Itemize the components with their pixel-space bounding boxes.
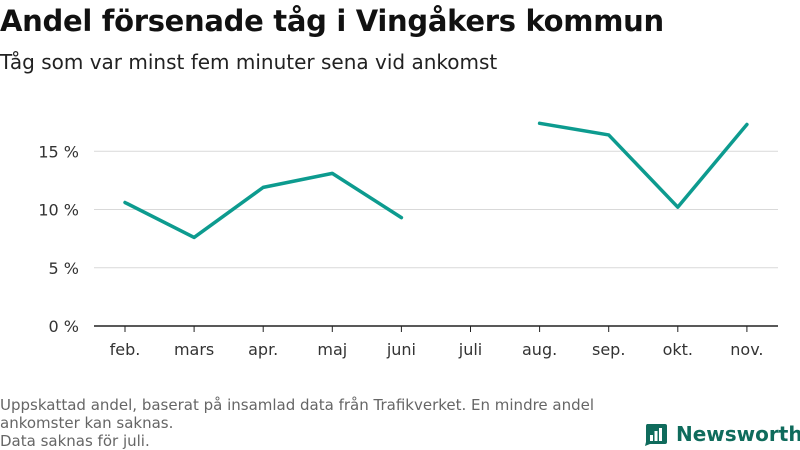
x-axis-ticks: feb. mars apr. maj juni juli aug. sep. okt. nov. xyxy=(110,326,764,359)
x-tick-label: feb. xyxy=(110,340,141,359)
line-chart: 0 % 5 % 10 % 15 % feb. mars apr. maj juni juli au… xyxy=(38,121,778,359)
x-tick-label: juni xyxy=(386,340,416,359)
series-line xyxy=(123,171,404,240)
y-tick-label: 0 % xyxy=(49,317,79,336)
brand: Newsworthy xyxy=(644,420,800,448)
footnote-missing-data: Data saknas för juli. xyxy=(0,432,150,450)
brand-name: Newsworthy xyxy=(676,422,800,446)
x-tick-label: sep. xyxy=(592,340,625,359)
x-tick-label: mars xyxy=(174,340,214,359)
y-tick-label: 10 % xyxy=(38,201,79,220)
x-tick-label: aug. xyxy=(522,340,557,359)
series-lines xyxy=(123,121,749,240)
series-line xyxy=(537,121,749,209)
x-tick-label: maj xyxy=(317,340,347,359)
chart-title: Andel försenade tåg i Vingåkers kommun xyxy=(0,4,664,38)
y-axis-ticks: 0 % 5 % 10 % 15 % xyxy=(38,142,79,336)
x-tick-label: juli xyxy=(458,340,482,359)
grid-lines xyxy=(94,150,778,269)
x-tick-label: apr. xyxy=(248,340,278,359)
x-tick-label: nov. xyxy=(730,340,763,359)
footnote-source: Uppskattad andel, baserat på insamlad da… xyxy=(0,396,595,432)
chart-footnote: Uppskattad andel, baserat på insamlad da… xyxy=(0,396,630,450)
y-tick-label: 5 % xyxy=(49,259,79,278)
chart-subtitle: Tåg som var minst fem minuter sena vid a… xyxy=(0,50,498,74)
y-tick-label: 15 % xyxy=(38,142,79,161)
bar-chart-logo-icon xyxy=(645,424,667,446)
x-tick-label: okt. xyxy=(663,340,693,359)
